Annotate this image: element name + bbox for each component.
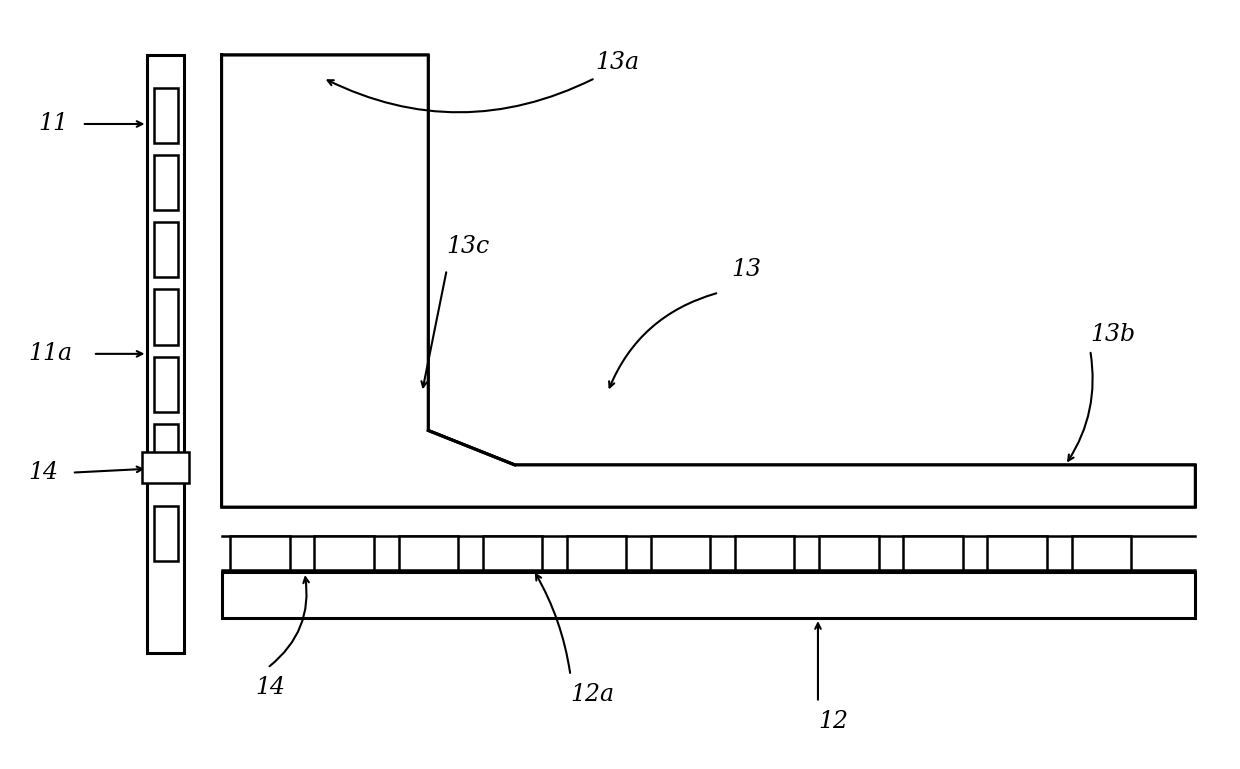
Bar (987, 536, 1047, 570)
Bar (231, 536, 290, 570)
Bar (154, 222, 179, 278)
Text: 12: 12 (818, 710, 848, 733)
Bar (398, 536, 458, 570)
Bar (820, 536, 879, 570)
Text: 12a: 12a (570, 684, 615, 706)
Bar (222, 572, 1195, 618)
Text: 14: 14 (29, 461, 58, 484)
Text: 14: 14 (255, 676, 285, 699)
Bar (154, 289, 179, 345)
Text: 13c: 13c (446, 235, 490, 258)
Text: 13: 13 (732, 258, 761, 281)
Bar (1071, 536, 1131, 570)
Polygon shape (222, 55, 1195, 507)
Text: 13b: 13b (1090, 323, 1136, 346)
Text: 13a: 13a (595, 52, 640, 74)
Bar (482, 536, 542, 570)
Bar (148, 55, 185, 653)
Bar (903, 536, 962, 570)
Bar (154, 88, 179, 143)
Bar (154, 505, 179, 561)
Bar (315, 536, 373, 570)
Bar (567, 536, 626, 570)
Bar (154, 424, 179, 480)
Bar (143, 452, 190, 483)
Text: 11a: 11a (29, 342, 73, 365)
Bar (651, 536, 711, 570)
Text: 11: 11 (38, 112, 68, 135)
Bar (154, 357, 179, 412)
Bar (154, 155, 179, 210)
Bar (735, 536, 795, 570)
